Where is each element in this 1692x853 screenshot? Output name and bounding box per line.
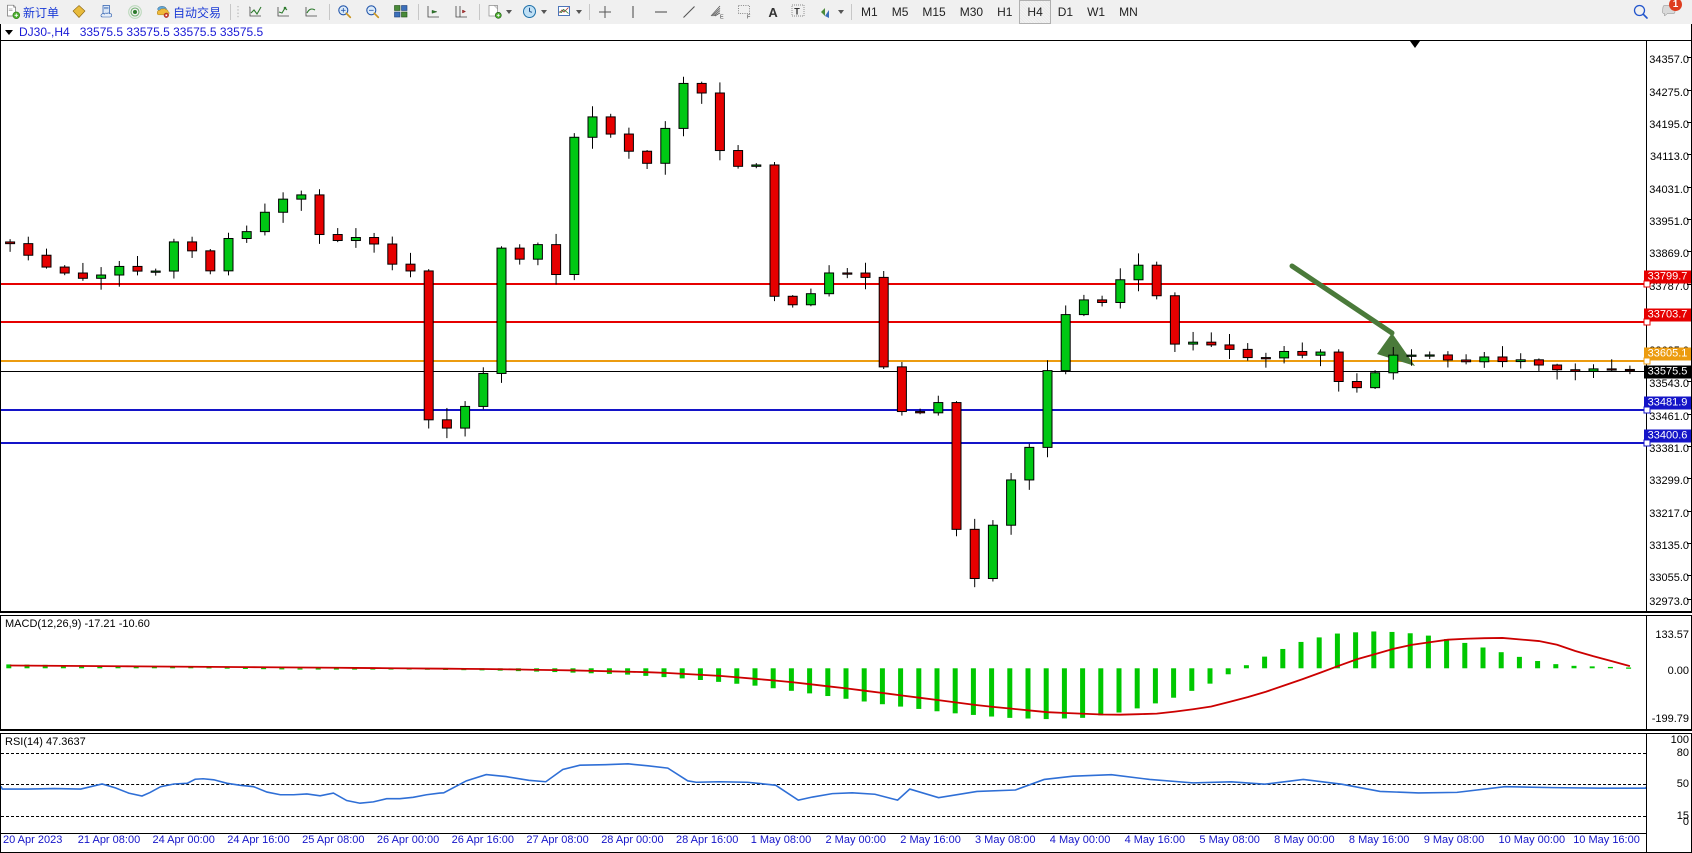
svg-text:T: T: [794, 7, 800, 17]
svg-text:F: F: [747, 15, 751, 21]
svg-text:E: E: [720, 15, 724, 21]
